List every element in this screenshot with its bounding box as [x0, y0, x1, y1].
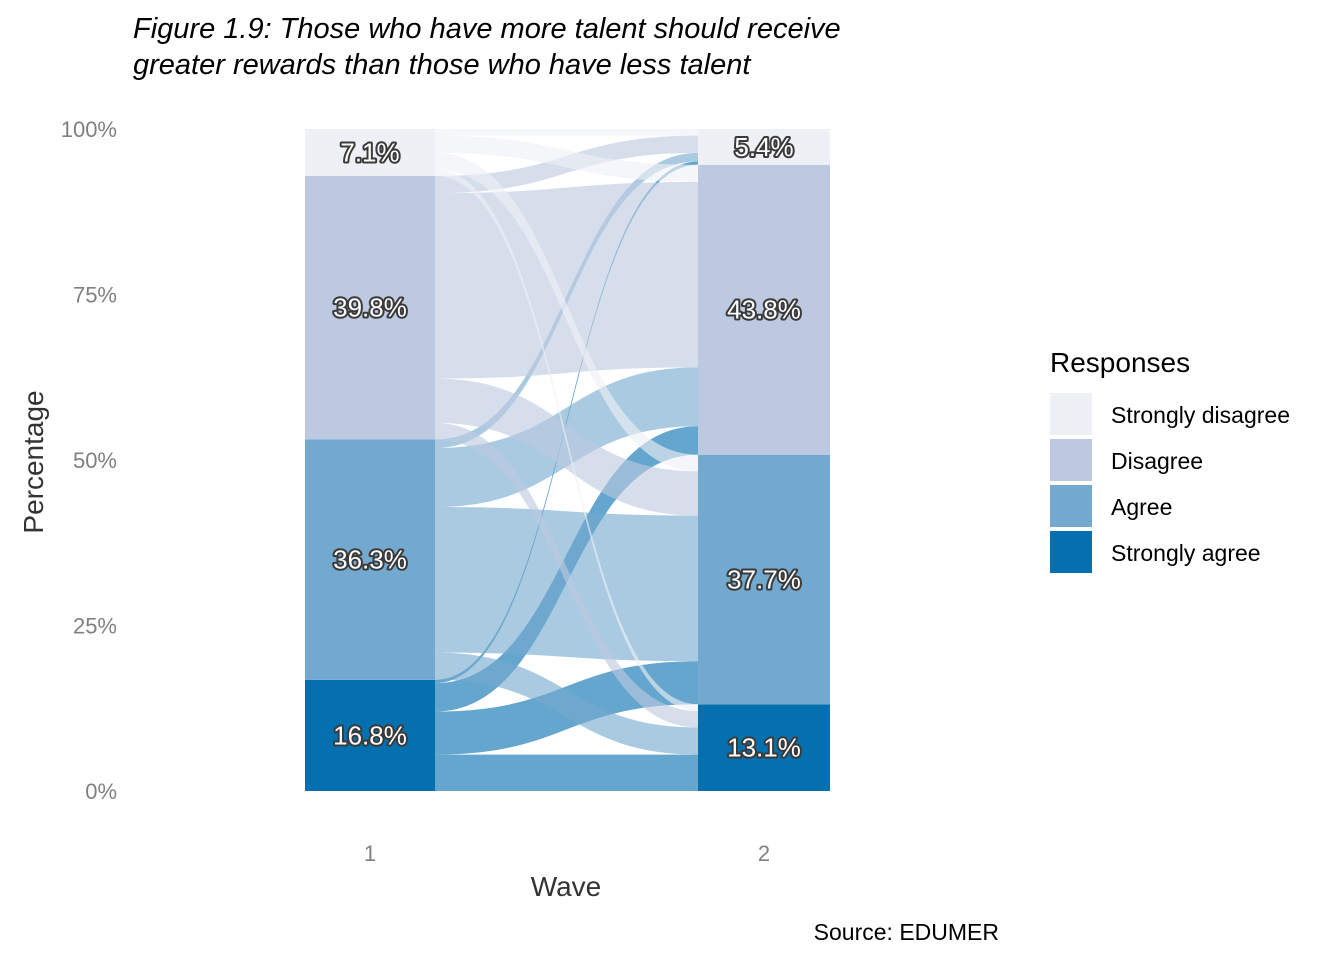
bar-segment-strongly-agree-wave-1 [305, 679, 435, 791]
legend-title: Responses [1050, 347, 1190, 378]
bar-label-disagree-wave-2: 43.8% [727, 295, 801, 325]
bar-segment-strongly-agree-wave-2 [698, 704, 830, 791]
source-caption: Source: EDUMER [814, 919, 999, 945]
bar-label-strongly-agree-wave-1: 16.8% [333, 720, 407, 750]
flow-disagree-to-agree [435, 378, 698, 516]
x-axis-title: Wave [531, 871, 602, 902]
legend: Responses Strongly disagree Disagree Agree… [1050, 347, 1290, 573]
legend-label-strongly-disagree: Strongly disagree [1111, 402, 1290, 428]
x-tick-label: 2 [758, 841, 770, 866]
bar-segment-strongly-disagree-wave-1 [305, 129, 435, 177]
flow-strongly-disagree-to-strongly-disagree [435, 129, 698, 136]
legend-swatch-disagree [1050, 439, 1092, 481]
y-tick-label: 100% [61, 117, 117, 142]
legend-swatch-agree [1050, 485, 1092, 527]
bar-segment-disagree-wave-1 [305, 176, 435, 440]
flow-disagree-to-disagree [435, 181, 698, 379]
bar-label-strongly-agree-wave-2: 13.1% [727, 733, 801, 763]
flow-strongly-disagree-to-disagree [435, 135, 698, 182]
legend-swatch-strongly-disagree [1050, 393, 1092, 435]
x-tick-label: 1 [364, 841, 376, 866]
y-tick-label: 75% [73, 283, 117, 308]
bar-segment-agree-wave-1 [305, 439, 435, 680]
bar-label-layer: 16.8% 13.1% 36.3% 37.7% 39.8% 43.8% 7.1% 5.4% [331, 130, 803, 765]
legend-label-strongly-agree: Strongly agree [1111, 540, 1261, 566]
bar-label-agree-wave-1: 36.3% [333, 545, 407, 575]
bar-segment-disagree-wave-2 [698, 164, 830, 455]
flow-layer [435, 129, 698, 791]
bar-label-strongly-disagree-wave-1: 7.1% [340, 138, 399, 168]
legend-swatch-strongly-agree [1050, 531, 1092, 573]
flow-agree-to-strongly-agree [435, 652, 698, 755]
y-tick-label: 0% [85, 779, 117, 804]
bar-segment-strongly-disagree-wave-2 [698, 129, 830, 165]
chart-title-line-1: Figure 1.9: Those who have more talent s… [133, 13, 841, 45]
flow-strongly-disagree-to-agree [435, 152, 698, 472]
y-axis-title: Percentage [18, 390, 49, 533]
legend-label-agree: Agree [1111, 494, 1172, 520]
flow-disagree-to-strongly-agree [435, 422, 698, 728]
bar-layer [305, 129, 830, 791]
legend-label-disagree: Disagree [1111, 448, 1203, 474]
flow-strongly-disagree-to-strongly-agree [435, 169, 698, 711]
bar-label-agree-wave-2: 37.7% [727, 564, 801, 594]
bar-label-strongly-disagree-wave-2: 5.4% [734, 132, 793, 162]
bar-label-disagree-wave-1: 39.8% [333, 293, 407, 323]
flow-agree-to-agree [435, 507, 698, 662]
y-tick-label: 25% [73, 614, 117, 639]
y-tick-label: 50% [73, 448, 117, 473]
flow-strongly-agree-to-strongly-agree [435, 754, 698, 791]
chart-title-line-2: greater rewards than those who have less… [133, 49, 752, 81]
y-axis-ticks: 0% 25% 50% 75% 100% [61, 117, 117, 804]
bar-segment-agree-wave-2 [698, 454, 830, 705]
